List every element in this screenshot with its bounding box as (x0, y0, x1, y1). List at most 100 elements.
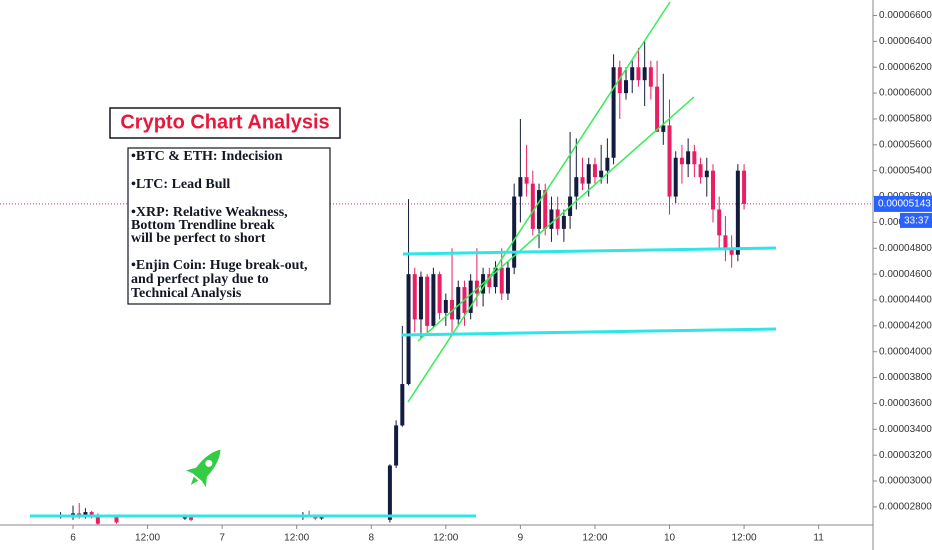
x-tick-label: 12:00 (433, 533, 458, 544)
candle-body (425, 276, 430, 326)
candle-body (468, 280, 473, 313)
y-tick-label: 0.00006200 (879, 62, 932, 73)
drawings (30, 1, 777, 518)
candle-body (617, 67, 622, 94)
y-tick-label: 0.00004000 (879, 346, 932, 357)
countdown-label: 33:37 (904, 216, 929, 227)
candle-body (711, 170, 716, 210)
y-tick-label: 0.00004400 (879, 295, 932, 306)
candle-body (574, 177, 579, 197)
candle-body (611, 67, 616, 158)
y-tick-label: 0.00005600 (879, 139, 932, 150)
candle-body (698, 164, 703, 178)
x-tick-label: 12:00 (135, 533, 160, 544)
candle-body (537, 190, 542, 229)
candle-body (742, 170, 747, 204)
note-line: Bottom Trendline break (131, 218, 275, 233)
candle-body (723, 235, 728, 249)
y-tick-label: 0.00004800 (879, 243, 932, 254)
candle-body (95, 514, 100, 524)
chart-title: Crypto Chart Analysis (120, 111, 329, 133)
candle-body (530, 183, 535, 229)
candle-body (592, 164, 597, 178)
note-line: •XRP: Relative Weakness, (131, 205, 288, 220)
candle-body (189, 517, 194, 520)
candle-body (387, 465, 392, 520)
candle-body (667, 125, 672, 197)
candle-body (474, 280, 479, 294)
y-tick-label: 0.00006400 (879, 36, 932, 47)
note-line: Technical Analysis (131, 286, 242, 301)
candle-body (686, 151, 691, 165)
note-line: •BTC & ETH: Indecision (131, 149, 283, 164)
y-tick-label: 0.00003800 (879, 372, 932, 383)
candle-body (624, 80, 629, 94)
y-tick-label: 0.00004200 (879, 321, 932, 332)
candle-body (499, 267, 504, 294)
x-tick-label: 11 (813, 533, 824, 544)
candle-body (704, 170, 709, 178)
support-line (402, 246, 777, 256)
candle-body (599, 170, 604, 178)
candle-body (394, 425, 399, 466)
candle-body (636, 67, 641, 81)
last-price-label: 0.00005143 (878, 199, 931, 210)
candle-body (735, 170, 740, 255)
x-tick-label: 10 (664, 533, 676, 544)
y-tick-label: 0.00002800 (879, 502, 932, 513)
candle-body (673, 157, 678, 197)
y-tick-label: 0.00003200 (879, 450, 932, 461)
candle-body (487, 274, 492, 288)
candle-body (729, 248, 734, 255)
candle-body (431, 274, 436, 326)
y-tick-label: 0.00006000 (879, 88, 932, 99)
candle-body (586, 164, 591, 184)
candle-body (655, 86, 660, 132)
note-line: and perfect play due to (131, 272, 269, 287)
candle-body (412, 274, 417, 320)
candle-body (83, 512, 88, 516)
y-tick-label: 0.00004600 (879, 269, 932, 280)
candle-body (605, 157, 610, 171)
countdown-box (900, 212, 932, 228)
candle-body (717, 209, 722, 236)
candle-body (505, 267, 510, 294)
candle-body (450, 300, 455, 320)
last-price-box (874, 195, 932, 212)
y-tick-label: 0.00003600 (879, 398, 932, 409)
candle-body (630, 67, 635, 81)
note-line: will be perfect to short (131, 231, 266, 246)
candle-body (543, 190, 548, 229)
y-tick-label: 0.00005400 (879, 165, 932, 176)
candle-body (512, 196, 517, 268)
x-tick-label: 7 (219, 533, 225, 544)
candle-body (580, 177, 585, 184)
candle-body (319, 517, 324, 519)
candle-body (437, 274, 442, 313)
candle-body (648, 67, 653, 87)
candle-body (555, 209, 560, 229)
candle-body (692, 151, 697, 165)
x-tick-label: 12:00 (582, 533, 607, 544)
candle-body (518, 177, 523, 197)
candle-body (406, 274, 411, 385)
candle-body (443, 300, 448, 313)
y-tick-label: 0.00006600 (879, 10, 932, 21)
candle-body (418, 276, 423, 320)
note-line: •LTC: Lead Bull (131, 177, 230, 192)
x-tick-label: 8 (368, 533, 374, 544)
candle-body (549, 209, 554, 229)
y-tick-label: 0.00005800 (879, 114, 932, 125)
y-tick-label: 0.00003000 (879, 476, 932, 487)
support-line (401, 327, 777, 337)
candle-body (114, 517, 119, 523)
candle-body (679, 157, 684, 165)
candle-body (661, 125, 666, 132)
candle-body (400, 384, 405, 426)
rocket-icon (186, 449, 221, 488)
notes: •BTC & ETH: Indecision •LTC: Lead Bull •XR… (131, 149, 308, 301)
x-tick-label: 9 (518, 533, 524, 544)
candle-body (642, 67, 647, 81)
candle-body (524, 177, 529, 184)
